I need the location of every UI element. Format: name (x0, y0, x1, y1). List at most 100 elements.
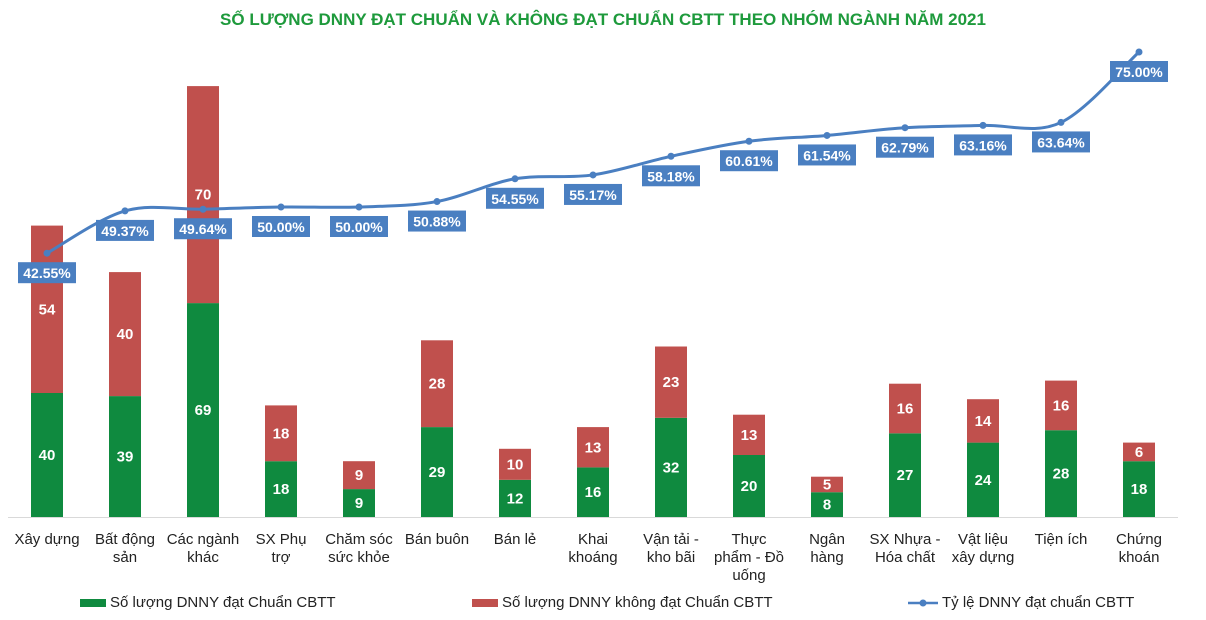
line-label-box (876, 136, 934, 158)
line-point (745, 137, 753, 145)
line-point (121, 207, 129, 215)
line-label-box (720, 150, 778, 172)
x-tick-label: SX Phụ (256, 531, 307, 548)
line-point (979, 121, 987, 129)
line-data-label: 63.16% (959, 137, 1007, 153)
x-tick-label: Hóa chất (875, 549, 936, 566)
x-tick-label: Vật liệu (958, 531, 1008, 548)
bar-label-dat-chuan: 18 (1131, 481, 1148, 498)
legend-swatch-red (472, 598, 498, 607)
bar-dat-chuan (343, 489, 375, 517)
bar-khong-dat-chuan (265, 405, 297, 462)
line-label-box (18, 262, 76, 284)
x-tick-label: Các ngành (167, 531, 240, 548)
bar-label-khong-dat-chuan: 13 (585, 439, 602, 456)
line-label-box (408, 210, 466, 232)
legend-label: Số lượng DNNY đạt Chuẩn CBTT (110, 594, 336, 611)
line-label-box (174, 218, 232, 240)
line-data-label: 55.17% (569, 187, 617, 203)
line-data-label: 54.55% (491, 191, 539, 207)
bar-label-dat-chuan: 24 (975, 472, 992, 489)
line-label-box (330, 216, 388, 237)
line-point (901, 124, 909, 132)
legend-label: Tỷ lệ DNNY đạt chuẩn CBTT (942, 594, 1135, 611)
bar-label-dat-chuan: 16 (585, 484, 602, 501)
x-tick-label: Vận tải - (643, 531, 699, 548)
line-point (355, 203, 363, 211)
bar-khong-dat-chuan (1123, 442, 1155, 462)
bar-label-khong-dat-chuan: 70 (195, 187, 212, 204)
bar-label-dat-chuan: 40 (39, 447, 56, 464)
bar-dat-chuan (421, 427, 453, 517)
line-label-box (954, 134, 1012, 156)
x-tick-label: khoáng (568, 549, 617, 566)
line-data-label: 61.54% (803, 147, 851, 163)
bar-dat-chuan (109, 396, 141, 517)
x-tick-label: khác (187, 549, 219, 566)
bar-label-dat-chuan: 8 (823, 497, 831, 514)
line-label-box (564, 183, 622, 205)
bar-label-dat-chuan: 69 (195, 402, 212, 419)
line-data-label: 75.00% (1115, 64, 1163, 80)
bar-khong-dat-chuan (421, 340, 453, 428)
x-tick-label: Xây dựng (14, 531, 79, 548)
line-data-label: 49.37% (101, 223, 149, 239)
x-tick-label: sản (113, 549, 137, 566)
bar-dat-chuan (967, 442, 999, 517)
chart-title: SỐ LƯỢNG DNNY ĐẠT CHUẨN VÀ KHÔNG ĐẠT CHU… (220, 10, 986, 29)
legend-item-dat-chuan: Số lượng DNNY đạt Chuẩn CBTT (80, 594, 336, 611)
line-label-box (798, 144, 856, 166)
x-tick-label: kho bãi (647, 549, 695, 566)
bar-label-khong-dat-chuan: 13 (741, 427, 758, 444)
bar-label-dat-chuan: 27 (897, 467, 914, 484)
bar-dat-chuan (187, 303, 219, 517)
line-point (1135, 48, 1143, 56)
bar-label-khong-dat-chuan: 28 (429, 376, 446, 393)
bar-label-dat-chuan: 39 (117, 449, 134, 466)
x-tick-label: phẩm - Đồ (714, 549, 784, 566)
bar-label-khong-dat-chuan: 23 (663, 374, 680, 391)
x-tick-label: Tiện ích (1035, 531, 1088, 548)
line-point (199, 205, 207, 213)
line-data-label: 42.55% (23, 265, 71, 281)
bar-label-khong-dat-chuan: 40 (117, 326, 134, 343)
bar-label-khong-dat-chuan: 14 (975, 413, 992, 430)
bar-dat-chuan (1123, 461, 1155, 517)
line-data-label: 50.00% (335, 219, 383, 235)
bar-label-dat-chuan: 12 (507, 490, 524, 507)
line-label-box (1110, 61, 1168, 82)
bar-label-khong-dat-chuan: 5 (823, 476, 831, 493)
line-point (1057, 118, 1065, 126)
bar-dat-chuan (577, 467, 609, 517)
bar-label-khong-dat-chuan: 54 (39, 301, 56, 318)
bar-label-khong-dat-chuan: 6 (1135, 444, 1143, 461)
bar-label-khong-dat-chuan: 16 (897, 401, 914, 418)
bar-dat-chuan (265, 461, 297, 517)
x-tick-label: SX Nhựa - (870, 531, 941, 548)
line-point (511, 175, 519, 183)
line-data-label: 50.00% (257, 219, 305, 235)
line-label-box (642, 165, 700, 187)
x-tick-label: xây dựng (952, 549, 1015, 566)
bar-khong-dat-chuan (343, 461, 375, 490)
legend-line-marker-icon (908, 599, 938, 606)
bar-label-dat-chuan: 20 (741, 478, 758, 495)
bar-khong-dat-chuan (655, 346, 687, 418)
bar-khong-dat-chuan (1045, 380, 1077, 431)
x-tick-label: trợ (272, 549, 291, 566)
bar-khong-dat-chuan (811, 476, 843, 493)
line-point (277, 203, 285, 211)
x-tick-label: hàng (810, 549, 843, 566)
legend-swatch-green (80, 598, 106, 607)
bar-dat-chuan (31, 393, 63, 517)
bar-khong-dat-chuan (733, 414, 765, 455)
line-label-box (96, 219, 154, 241)
bar-dat-chuan (811, 492, 843, 517)
line-label-box (486, 187, 544, 209)
bar-label-khong-dat-chuan: 18 (273, 425, 290, 442)
bar-khong-dat-chuan (889, 383, 921, 434)
x-tick-label: Khai (578, 531, 608, 548)
bar-dat-chuan (733, 455, 765, 517)
line-label-box (1032, 131, 1090, 153)
